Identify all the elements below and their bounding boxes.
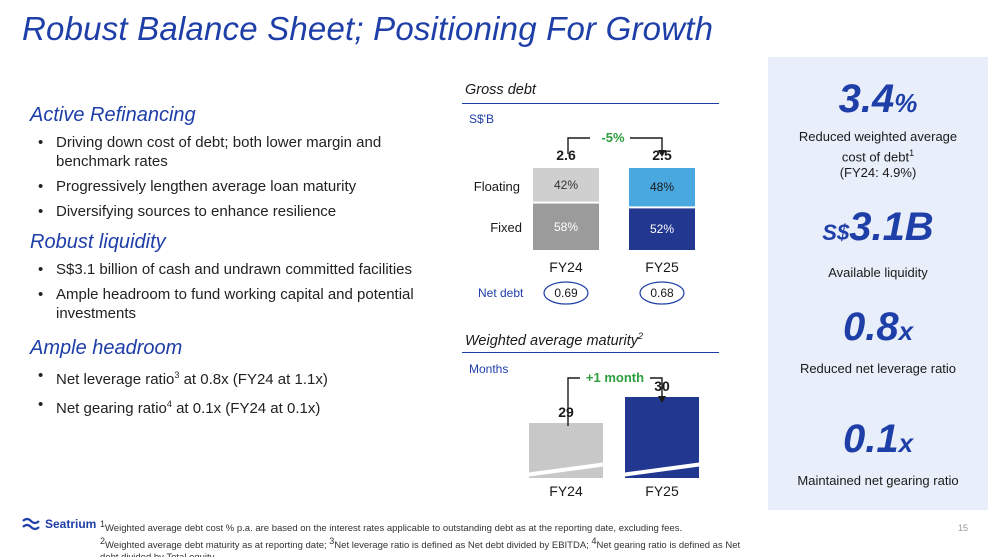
axis-break [524,462,608,477]
bar-fixed-fy25 [629,208,695,250]
arrow-down-icon [658,396,666,403]
bullet-item: Progressively lengthen average loan matu… [30,177,430,196]
company-logo: Seatrium [22,517,96,531]
kpi-net-leverage: 0.8x Reduced net leverage ratio [768,305,988,377]
arrow-down-icon [658,150,666,157]
bullet-item: Net gearing ratio4 at 0.1x (FY24 at 0.1x… [30,395,430,418]
net-debt-fy24: 0.69 [554,286,578,300]
label-floating-fy24: 42% [554,178,578,192]
section-active-refinancing: Active Refinancing Driving down cost of … [30,104,430,221]
kpi-cost-of-debt: 3.4% Reduced weighted average cost of de… [768,77,988,181]
section-heading: Robust liquidity [30,231,166,253]
gross-debt-title: Gross debt [465,82,536,98]
total-label-fy24: 2.6 [556,147,576,163]
bar-fixed-fy24 [533,203,599,250]
category-label-fy25: FY25 [645,259,679,275]
row-label-fixed: Fixed [490,220,522,235]
label-fixed-fy24: 58% [554,220,578,234]
label-fixed-fy25: 52% [650,222,674,236]
gross-debt-unit: S$'B [469,112,494,126]
bullet-item: Ample headroom to fund working capital a… [30,285,430,323]
kpi-panel: 3.4% Reduced weighted average cost of de… [768,57,988,510]
net-debt-label: Net debt [478,286,524,300]
kpi-desc: Reduced weighted average cost of debt1 (… [798,129,958,181]
wam-change: +1 month [586,370,644,385]
label-floating-fy25: 48% [650,180,674,194]
divider [462,103,719,104]
net-debt-fy25-oval [639,281,685,305]
wam-title: Weighted average maturity2 [465,331,644,349]
bullet-item: Net leverage ratio3 at 0.8x (FY24 at 1.1… [30,366,430,389]
wave-logo-icon [22,517,40,531]
row-label-floating: Floating [474,179,520,194]
category-label-fy24: FY24 [549,259,583,275]
bullet-item: Driving down cost of debt; both lower ma… [30,133,430,171]
kpi-net-gearing: 0.1x Maintained net gearing ratio [768,417,988,489]
bar-floating-fy24 [533,168,599,202]
footnotes: 1Weighted average debt cost % p.a. are b… [100,519,741,557]
kpi-value: 3.4% [838,77,918,121]
category-label-fy24: FY24 [549,483,583,499]
kpi-desc: Available liquidity [828,265,928,280]
net-debt-fy24-oval [543,281,589,305]
axis-break [620,462,704,477]
change-bracket [567,137,663,154]
section-ample-headroom: Ample headroom Net leverage ratio3 at 0.… [30,337,430,418]
gross-debt-chart: Floating Fixed 58%42%2.6FY2452%48%2.5FY2… [474,130,695,305]
bullet-item: Diversifying sources to enhance resilien… [30,202,430,221]
category-label-fy25: FY25 [645,483,679,499]
page-title: Robust Balance Sheet; Positioning For Gr… [22,10,714,47]
kpi-desc: Maintained net gearing ratio [797,473,959,488]
net-debt-fy25: 0.68 [650,286,674,300]
bullet-item: S$3.1 billion of cash and undrawn commit… [30,260,430,279]
value-label-fy24: 29 [558,404,574,420]
kpi-value: S$3.1B [822,205,934,249]
left-column: Active Refinancing Driving down cost of … [30,104,430,428]
kpi-value: 0.8x [842,305,914,349]
gross-debt-change: -5% [601,130,625,145]
change-bracket [567,377,663,426]
section-robust-liquidity: Robust liquidity S$3.1 billion of cash a… [30,231,430,323]
divider [462,352,719,353]
kpi-desc: Reduced net leverage ratio [799,361,957,376]
section-heading: Active Refinancing [30,104,196,126]
bar-floating-fy25 [629,168,695,207]
page-number: 15 [958,523,969,533]
kpi-available-liquidity: S$3.1B Available liquidity [768,205,988,281]
section-heading: Ample headroom [30,337,183,359]
kpi-value: 0.1x [842,417,914,461]
wam-unit: Months [469,362,509,376]
